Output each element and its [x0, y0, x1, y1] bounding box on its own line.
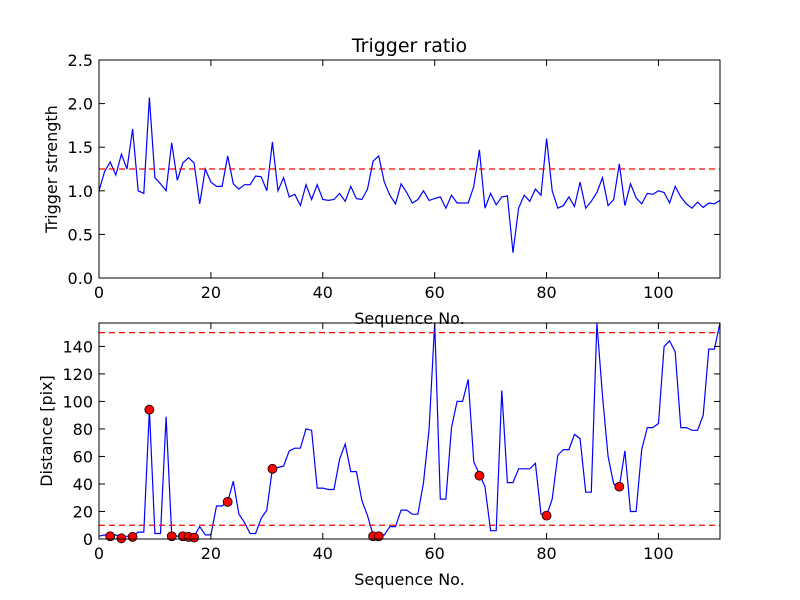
x-tick-label: 60 — [424, 283, 444, 302]
data-point-marker — [474, 470, 485, 481]
y-tick-label: 20 — [73, 502, 93, 521]
data-point-marker — [105, 531, 116, 542]
x-tick-label: 0 — [94, 283, 104, 302]
x-axis-label: Sequence No. — [354, 309, 465, 328]
data-point-marker — [541, 510, 552, 521]
y-tick-label: 1.0 — [68, 182, 93, 201]
y-axis-label: Distance [pix] — [37, 375, 56, 487]
axes-frame — [98, 322, 721, 540]
y-tick-label: 80 — [73, 420, 93, 439]
x-tick-label: 20 — [201, 544, 221, 563]
x-tick-label: 0 — [94, 544, 104, 563]
chart-trigger-ratio: Trigger ratio 0 20 40 60 80 100 0.0 0.5 1.0 1.5 2.… — [42, 35, 721, 328]
data-point-marker — [189, 532, 200, 543]
x-tick-label: 60 — [424, 544, 444, 563]
x-tick-label: 80 — [536, 544, 556, 563]
data-point-marker — [614, 481, 625, 492]
x-tick-label: 40 — [313, 544, 333, 563]
y-tick-label: 140 — [62, 337, 93, 356]
y-tick-label: 0.0 — [68, 269, 93, 288]
y-tick-label: 120 — [62, 365, 93, 384]
plot-area — [98, 97, 721, 253]
data-point-marker — [166, 531, 177, 542]
data-point-marker — [373, 531, 384, 542]
y-tick-label: 0 — [83, 530, 93, 549]
y-tick-label: 0.5 — [68, 225, 93, 244]
axis-ticks: 0 20 40 60 80 100 0.0 0.5 1.0 1.5 2.0 2.5 — [68, 51, 720, 302]
data-point-marker — [144, 404, 155, 415]
x-tick-label: 80 — [536, 283, 556, 302]
x-tick-label: 40 — [313, 283, 333, 302]
y-tick-label: 1.5 — [68, 138, 93, 157]
data-point-marker — [267, 463, 278, 474]
x-tick-label: 100 — [643, 544, 674, 563]
axis-ticks: 0 20 40 60 80 100 0 20 40 60 80 100 120 140 — [62, 323, 720, 563]
axes-frame — [98, 59, 721, 279]
chart-distance: 0 20 40 60 80 100 0 20 40 60 80 100 120 140 Sequence … — [37, 322, 721, 589]
chart-title: Trigger ratio — [351, 35, 467, 57]
y-tick-label: 2.5 — [68, 51, 93, 70]
y-tick-label: 60 — [73, 447, 93, 466]
series-line — [98, 97, 721, 253]
data-point-marker — [116, 533, 127, 544]
x-tick-label: 20 — [201, 283, 221, 302]
data-point-marker — [222, 496, 233, 507]
x-axis-label: Sequence No. — [354, 570, 465, 589]
y-tick-label: 40 — [73, 475, 93, 494]
y-tick-label: 2.0 — [68, 95, 93, 114]
y-tick-label: 100 — [62, 392, 93, 411]
data-point-marker — [127, 532, 138, 542]
y-axis-label: Trigger strength — [42, 105, 61, 234]
x-tick-label: 100 — [643, 283, 674, 302]
